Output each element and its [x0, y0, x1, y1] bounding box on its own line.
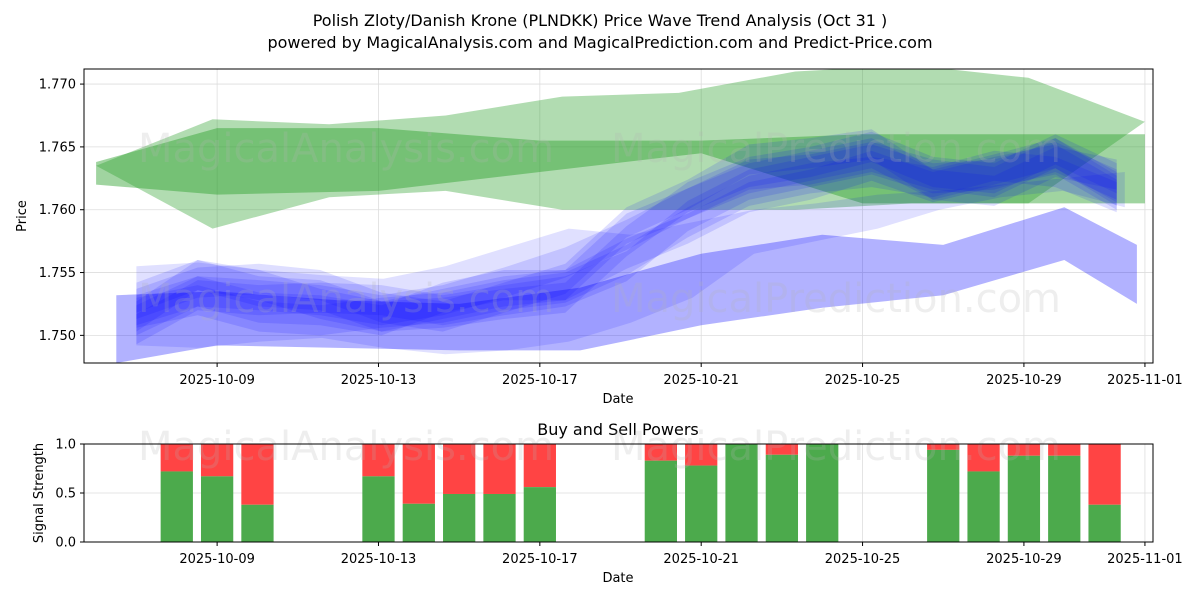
sell-bar	[685, 444, 718, 466]
sell-bar	[241, 444, 274, 505]
buy-bar	[1048, 455, 1081, 542]
buy-bar	[1007, 455, 1041, 542]
buy-bar	[967, 471, 1000, 542]
bottom-signal-bars	[160, 444, 1121, 542]
sell-bar	[402, 444, 435, 504]
top-y-axis: 1.750 1.755 1.760 1.765 1.770	[39, 78, 84, 344]
blue-wave-wave-5	[136, 129, 1117, 332]
sell-bar	[967, 444, 1000, 472]
sell-bar	[927, 444, 960, 450]
bottom-y-axis: 0.0 0.5 1.0	[55, 438, 84, 551]
top-price-bands	[96, 69, 1145, 363]
chart-title-line2: powered by MagicalAnalysis.com and Magic…	[267, 33, 932, 52]
green-band-inner	[96, 128, 1145, 204]
blue-lower-band	[116, 207, 1137, 363]
bottom-y-axis-label: Signal Strength	[32, 443, 47, 543]
blue-wave-wave-1	[136, 138, 1117, 332]
buy-bar	[362, 476, 395, 542]
bottom-ytick-label: 1.0	[55, 438, 76, 453]
blue-wave-wave-2	[136, 141, 1117, 345]
watermark-right-top: MagicalPrediction.com	[611, 126, 1061, 172]
bottom-ytick-label: 0.5	[55, 487, 76, 502]
blue-wave-wave-6	[136, 150, 1117, 336]
top-x-axis-label: Date	[602, 392, 633, 407]
sell-bar	[443, 444, 476, 494]
top-xtick-label: 2025-10-21	[663, 373, 739, 388]
bottom-xtick-label: 2025-10-13	[341, 552, 417, 567]
buy-bar	[402, 503, 435, 542]
blue-light-band	[136, 172, 1125, 355]
bottom-xtick-label: 2025-10-21	[663, 552, 739, 567]
sell-bar	[483, 444, 516, 494]
sell-bar	[523, 444, 556, 488]
bottom-xtick-label: 2025-10-25	[825, 552, 901, 567]
bottom-x-axis-label: Date	[602, 571, 633, 586]
buy-bar	[927, 449, 960, 542]
bottom-x-axis: 2025-10-09 2025-10-13 2025-10-17 2025-10-21…	[179, 542, 1183, 567]
buy-bar	[523, 487, 556, 542]
sell-bar	[160, 444, 193, 472]
bottom-xtick-label: 2025-10-09	[179, 552, 255, 567]
top-xtick-label: 2025-11-01	[1107, 373, 1183, 388]
buy-bar	[644, 460, 677, 542]
sell-bar	[200, 444, 234, 477]
top-xtick-label: 2025-10-17	[502, 373, 578, 388]
watermark-right-bottom: MagicalPrediction.com	[611, 424, 1061, 470]
bottom-chart-title: Buy and Sell Powers	[537, 420, 699, 439]
buy-bar	[200, 476, 234, 542]
bottom-xtick-label: 2025-11-01	[1107, 552, 1183, 567]
blue-wave-wave-3	[136, 131, 1117, 332]
watermark-left-top: MagicalAnalysis.com	[138, 126, 554, 172]
top-grid	[84, 69, 1153, 363]
top-plot-frame	[83, 68, 1154, 364]
buy-bar	[725, 444, 758, 542]
sell-bar	[765, 444, 799, 455]
top-ytick-label: 1.765	[39, 140, 76, 155]
buy-bar	[483, 493, 516, 542]
bottom-xtick-label: 2025-10-29	[986, 552, 1062, 567]
top-ytick-label: 1.760	[39, 203, 76, 218]
sell-bar	[362, 444, 395, 477]
top-x-axis: 2025-10-09 2025-10-13 2025-10-17 2025-10-21…	[179, 363, 1183, 388]
buy-bar	[160, 471, 193, 542]
top-ytick-label: 1.755	[39, 266, 76, 281]
sell-bar	[1007, 444, 1041, 456]
buy-bar	[443, 493, 476, 542]
bottom-xtick-label: 2025-10-17	[502, 552, 578, 567]
top-xtick-label: 2025-10-29	[986, 373, 1062, 388]
sell-bar	[1088, 444, 1121, 505]
top-xtick-label: 2025-10-09	[179, 373, 255, 388]
buy-bar	[765, 454, 799, 542]
sell-bar	[1048, 444, 1081, 456]
top-xtick-label: 2025-10-25	[825, 373, 901, 388]
buy-bar	[685, 465, 718, 542]
chart-title-line1: Polish Zloty/Danish Krone (PLNDKK) Price…	[313, 11, 888, 30]
buy-bar	[241, 504, 274, 542]
green-band-outer	[96, 69, 1145, 229]
buy-bar	[806, 444, 839, 542]
sell-bar	[644, 444, 677, 461]
top-ytick-label: 1.750	[39, 329, 76, 344]
blue-wave-wave-7	[136, 138, 1117, 336]
watermark-right-mid: MagicalPrediction.com	[611, 276, 1061, 322]
top-ytick-label: 1.770	[39, 78, 76, 93]
watermark-left-bottom: MagicalAnalysis.com	[138, 424, 554, 470]
buy-bar	[1088, 504, 1121, 542]
bottom-ytick-label: 0.0	[55, 536, 76, 551]
blue-wave-wave-4	[136, 144, 1117, 336]
watermark-left-mid: MagicalAnalysis.com	[138, 276, 554, 322]
top-y-axis-label: Price	[15, 200, 30, 232]
top-xtick-label: 2025-10-13	[341, 373, 417, 388]
